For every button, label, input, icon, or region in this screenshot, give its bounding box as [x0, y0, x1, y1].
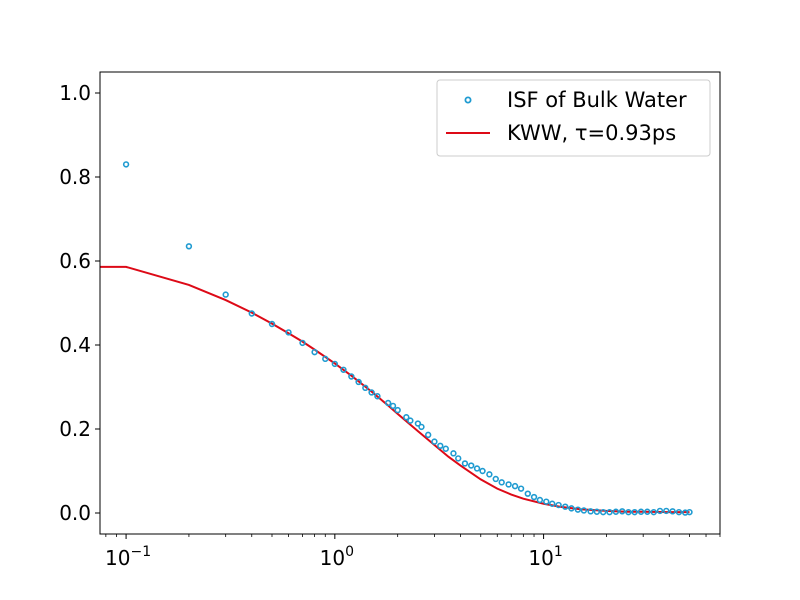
scatter-point: [492, 475, 499, 483]
scatter-point: [663, 507, 670, 515]
scatter-point: [407, 417, 414, 424]
ticks-layer: 0.00.20.40.60.81.010−1 100 101: [59, 81, 721, 570]
scatter-point: [549, 500, 556, 507]
scatter-point: [248, 310, 255, 317]
scatter-point: [450, 450, 457, 457]
scatter-point: [486, 471, 493, 478]
scatter-point: [625, 508, 632, 516]
scatter-point: [669, 508, 676, 515]
scatter-point: [650, 508, 657, 516]
scatter-point: [222, 291, 229, 298]
scatter-point: [473, 465, 481, 472]
scatter-point: [644, 508, 651, 515]
scatter-point: [311, 348, 318, 356]
scatter-point: [568, 505, 575, 512]
x-tick-base: 10: [105, 546, 130, 570]
scatter-point: [562, 503, 569, 510]
scatter-point: [498, 479, 505, 486]
scatter-point: [467, 462, 475, 469]
y-tick-label: 0.0: [59, 501, 91, 525]
scatter-point: [348, 373, 355, 380]
scatter-point: [394, 406, 401, 414]
scatter-point: [631, 508, 638, 516]
scatter-point: [455, 455, 462, 462]
series-layer: [100, 161, 693, 516]
scatter-point: [418, 423, 425, 431]
scatter-point: [368, 389, 375, 396]
legend-marker-isf: [464, 96, 472, 104]
scatter-point: [606, 508, 613, 516]
scatter-point: [431, 438, 438, 445]
scatter-point: [656, 507, 664, 515]
scatter-point: [185, 243, 193, 250]
scatter-point: [322, 355, 329, 363]
scatter-point: [122, 161, 130, 168]
scatter-point: [536, 496, 544, 504]
scatter-point: [505, 481, 512, 488]
scatter-point: [555, 501, 562, 509]
legend: ISF of Bulk Water KWW, τ=0.93ps: [436, 79, 711, 157]
scatter-point: [580, 507, 588, 514]
scatter-point: [530, 493, 538, 501]
scatter-point: [593, 508, 601, 515]
x-tick-label: 10−1: [105, 544, 151, 570]
scatter-point: [618, 508, 626, 515]
scatter-point: [362, 384, 369, 392]
series-line-kww: [100, 265, 690, 514]
scatter-point: [517, 485, 525, 492]
scatter-point: [414, 420, 422, 427]
legend-label-isf: ISF of Bulk Water: [507, 88, 687, 112]
scatter-point: [340, 366, 347, 373]
x-tick-base: 10: [320, 546, 345, 570]
x-tick-exponent: −1: [130, 544, 151, 560]
x-tick-label: 100: [320, 544, 354, 570]
x-tick-exponent: 0: [345, 544, 354, 560]
y-tick-label: 0.4: [59, 333, 91, 357]
scatter-point: [574, 506, 582, 513]
x-tick-label: 101: [528, 544, 562, 570]
x-tick-exponent: 1: [554, 544, 563, 560]
scatter-point: [355, 378, 362, 386]
scatter-point: [675, 508, 683, 516]
y-tick-label: 1.0: [59, 81, 91, 105]
scatter-point: [424, 431, 432, 439]
scatter-point: [587, 508, 594, 515]
scatter-point: [599, 508, 607, 516]
scatter-point: [389, 402, 397, 410]
scatter-point: [403, 414, 410, 421]
scatter-point: [524, 490, 531, 497]
scatter-point: [384, 399, 392, 407]
scatter-point: [637, 508, 645, 515]
scatter-point: [461, 460, 469, 467]
scatter-point: [299, 339, 306, 347]
scatter-point: [612, 508, 620, 515]
scatter-point: [442, 445, 449, 452]
scatter-point: [543, 498, 550, 505]
scatter-point: [511, 482, 519, 490]
legend-label-kww-text: KWW, τ=0.93ps: [507, 121, 676, 145]
scatter-point: [437, 442, 444, 449]
scatter-point: [479, 467, 486, 475]
scatter-point: [285, 329, 292, 336]
axes-frame: [99, 71, 721, 535]
scatter-point: [686, 508, 693, 516]
legend-label-kww: KWW, τ=0.93ps: [507, 121, 676, 145]
y-tick-label: 0.8: [59, 165, 91, 189]
legend-box: [436, 79, 711, 157]
y-tick-label: 0.6: [59, 249, 91, 273]
scatter-point: [374, 393, 381, 400]
x-tick-base: 10: [528, 546, 553, 570]
y-tick-label: 0.2: [59, 417, 91, 441]
scatter-point: [268, 320, 276, 328]
scatter-point: [331, 360, 339, 368]
